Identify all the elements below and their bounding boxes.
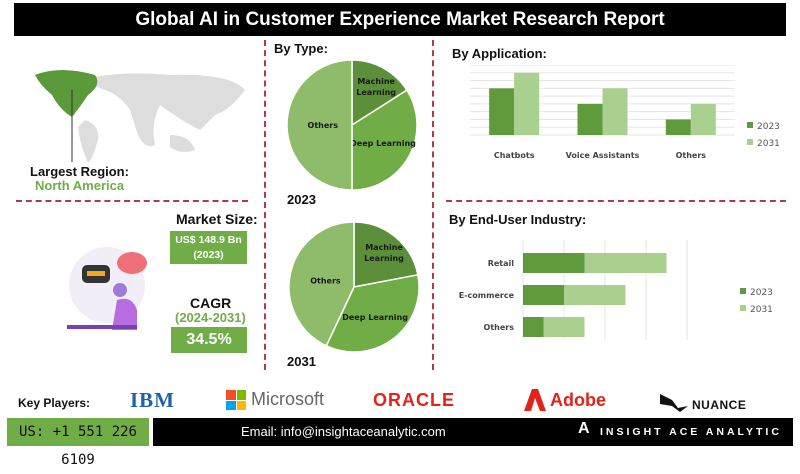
legend-swatch-2023 — [747, 122, 753, 128]
map-south-america — [78, 120, 99, 163]
ibm-logo: IBM — [130, 388, 175, 412]
bar-e-commerce-2031 — [564, 285, 626, 305]
pie-label: Deep Learning — [342, 313, 408, 322]
market-size-value: US$ 148.9 Bn — [175, 234, 242, 246]
report-title: Global AI in Customer Experience Market … — [14, 3, 786, 36]
by-type-title: By Type: — [274, 41, 328, 56]
pie-label: Others — [308, 121, 339, 130]
pie-year-2031: 2031 — [287, 354, 316, 369]
map-australia — [170, 135, 195, 152]
category-label: Others — [484, 323, 515, 332]
legend-swatch-2031 — [740, 305, 746, 311]
chatbot-illustration-icon — [67, 247, 147, 330]
adobe-logo: Adobe — [550, 390, 606, 410]
pie-label: Machine — [357, 77, 395, 86]
bar-e-commerce-2023 — [523, 285, 564, 305]
bar-voice-assistants-2031 — [602, 88, 628, 135]
bar-retail-2023 — [523, 253, 585, 273]
microsoft-logo-icon — [226, 390, 246, 410]
bar-others-2023 — [523, 317, 544, 337]
cagr-value: 34.5% — [171, 327, 247, 353]
map-eurasia-africa — [80, 73, 245, 147]
bar-chatbots-2031 — [514, 72, 540, 135]
adobe-logo-icon — [524, 389, 546, 411]
key-players-label: Key Players: — [18, 396, 91, 410]
pie-slice-others — [288, 221, 355, 347]
pie-label: Learning — [356, 88, 396, 97]
pie-label: Others — [310, 277, 341, 286]
nuance-logo: NUANCE — [692, 398, 747, 412]
pie-slice-deep-learning — [351, 89, 418, 191]
world-map — [35, 70, 245, 163]
pie-year-2023: 2023 — [287, 192, 316, 207]
legend-swatch-2031 — [747, 139, 753, 145]
bar-retail-2031 — [584, 253, 667, 273]
legend-swatch-2023 — [740, 288, 746, 294]
market-size-year: (2023) — [193, 249, 224, 261]
bar-others-2023 — [665, 119, 691, 135]
pie-slice-others — [286, 59, 353, 191]
brand-name: INSIGHT ACE ANALYTIC — [600, 426, 782, 438]
category-label: Voice Assistants — [566, 151, 640, 160]
by-end-user-title: By End-User Industry: — [449, 212, 587, 227]
largest-region-value: North America — [35, 178, 125, 193]
insight-ace-logo-icon: A — [578, 420, 590, 437]
pie-slice-machine-learning — [351, 59, 408, 127]
largest-region-label: Largest Region: — [30, 164, 129, 179]
category-label: Others — [676, 151, 707, 160]
category-label: Chatbots — [494, 151, 535, 160]
map-north-america — [35, 70, 98, 117]
cagr-label: CAGR — [190, 295, 232, 311]
bar-others-2031 — [690, 103, 716, 135]
phone-number[interactable]: US: +1 551 226 6109 — [18, 424, 137, 468]
market-size-label: Market Size: — [176, 211, 258, 227]
bar-others-2031 — [543, 317, 585, 337]
pie-slice-deep-learning — [325, 273, 420, 353]
oracle-logo: ORACLE — [373, 390, 455, 410]
pie-slice-machine-learning — [353, 221, 419, 288]
pie-chart-2023: Machine Learning Deep Learning Others — [286, 59, 418, 191]
email-link[interactable]: Email: info@insightaceanalytic.com — [241, 424, 446, 439]
pie-label: Learning — [364, 254, 404, 263]
microsoft-logo: Microsoft — [251, 389, 325, 409]
category-label: Retail — [488, 259, 515, 268]
bar-voice-assistants-2023 — [577, 103, 603, 135]
legend-label: 2031 — [750, 305, 773, 315]
legend-label: 2023 — [757, 122, 780, 132]
bar-chatbots-2023 — [489, 88, 515, 135]
nuance-logo-icon — [660, 394, 688, 412]
pie-chart-2031: Machine Learning Deep Learning Others — [288, 221, 420, 353]
pie-label: Deep Learning — [350, 139, 416, 148]
category-label: E-commerce — [459, 291, 515, 300]
legend-label: 2023 — [750, 288, 773, 298]
market-size-box: US$ 148.9 Bn (2023) — [170, 231, 247, 264]
cagr-period: (2024-2031) — [175, 310, 246, 325]
legend-label: 2031 — [757, 139, 780, 149]
application-bar-chart: Chatbots Voice Assistants Others 2023 2031 — [470, 65, 780, 160]
by-application-title: By Application: — [452, 46, 547, 61]
pie-label: Machine — [365, 243, 403, 252]
end-user-bar-chart: Retail E-commerce Others 2023 2031 — [459, 240, 773, 340]
